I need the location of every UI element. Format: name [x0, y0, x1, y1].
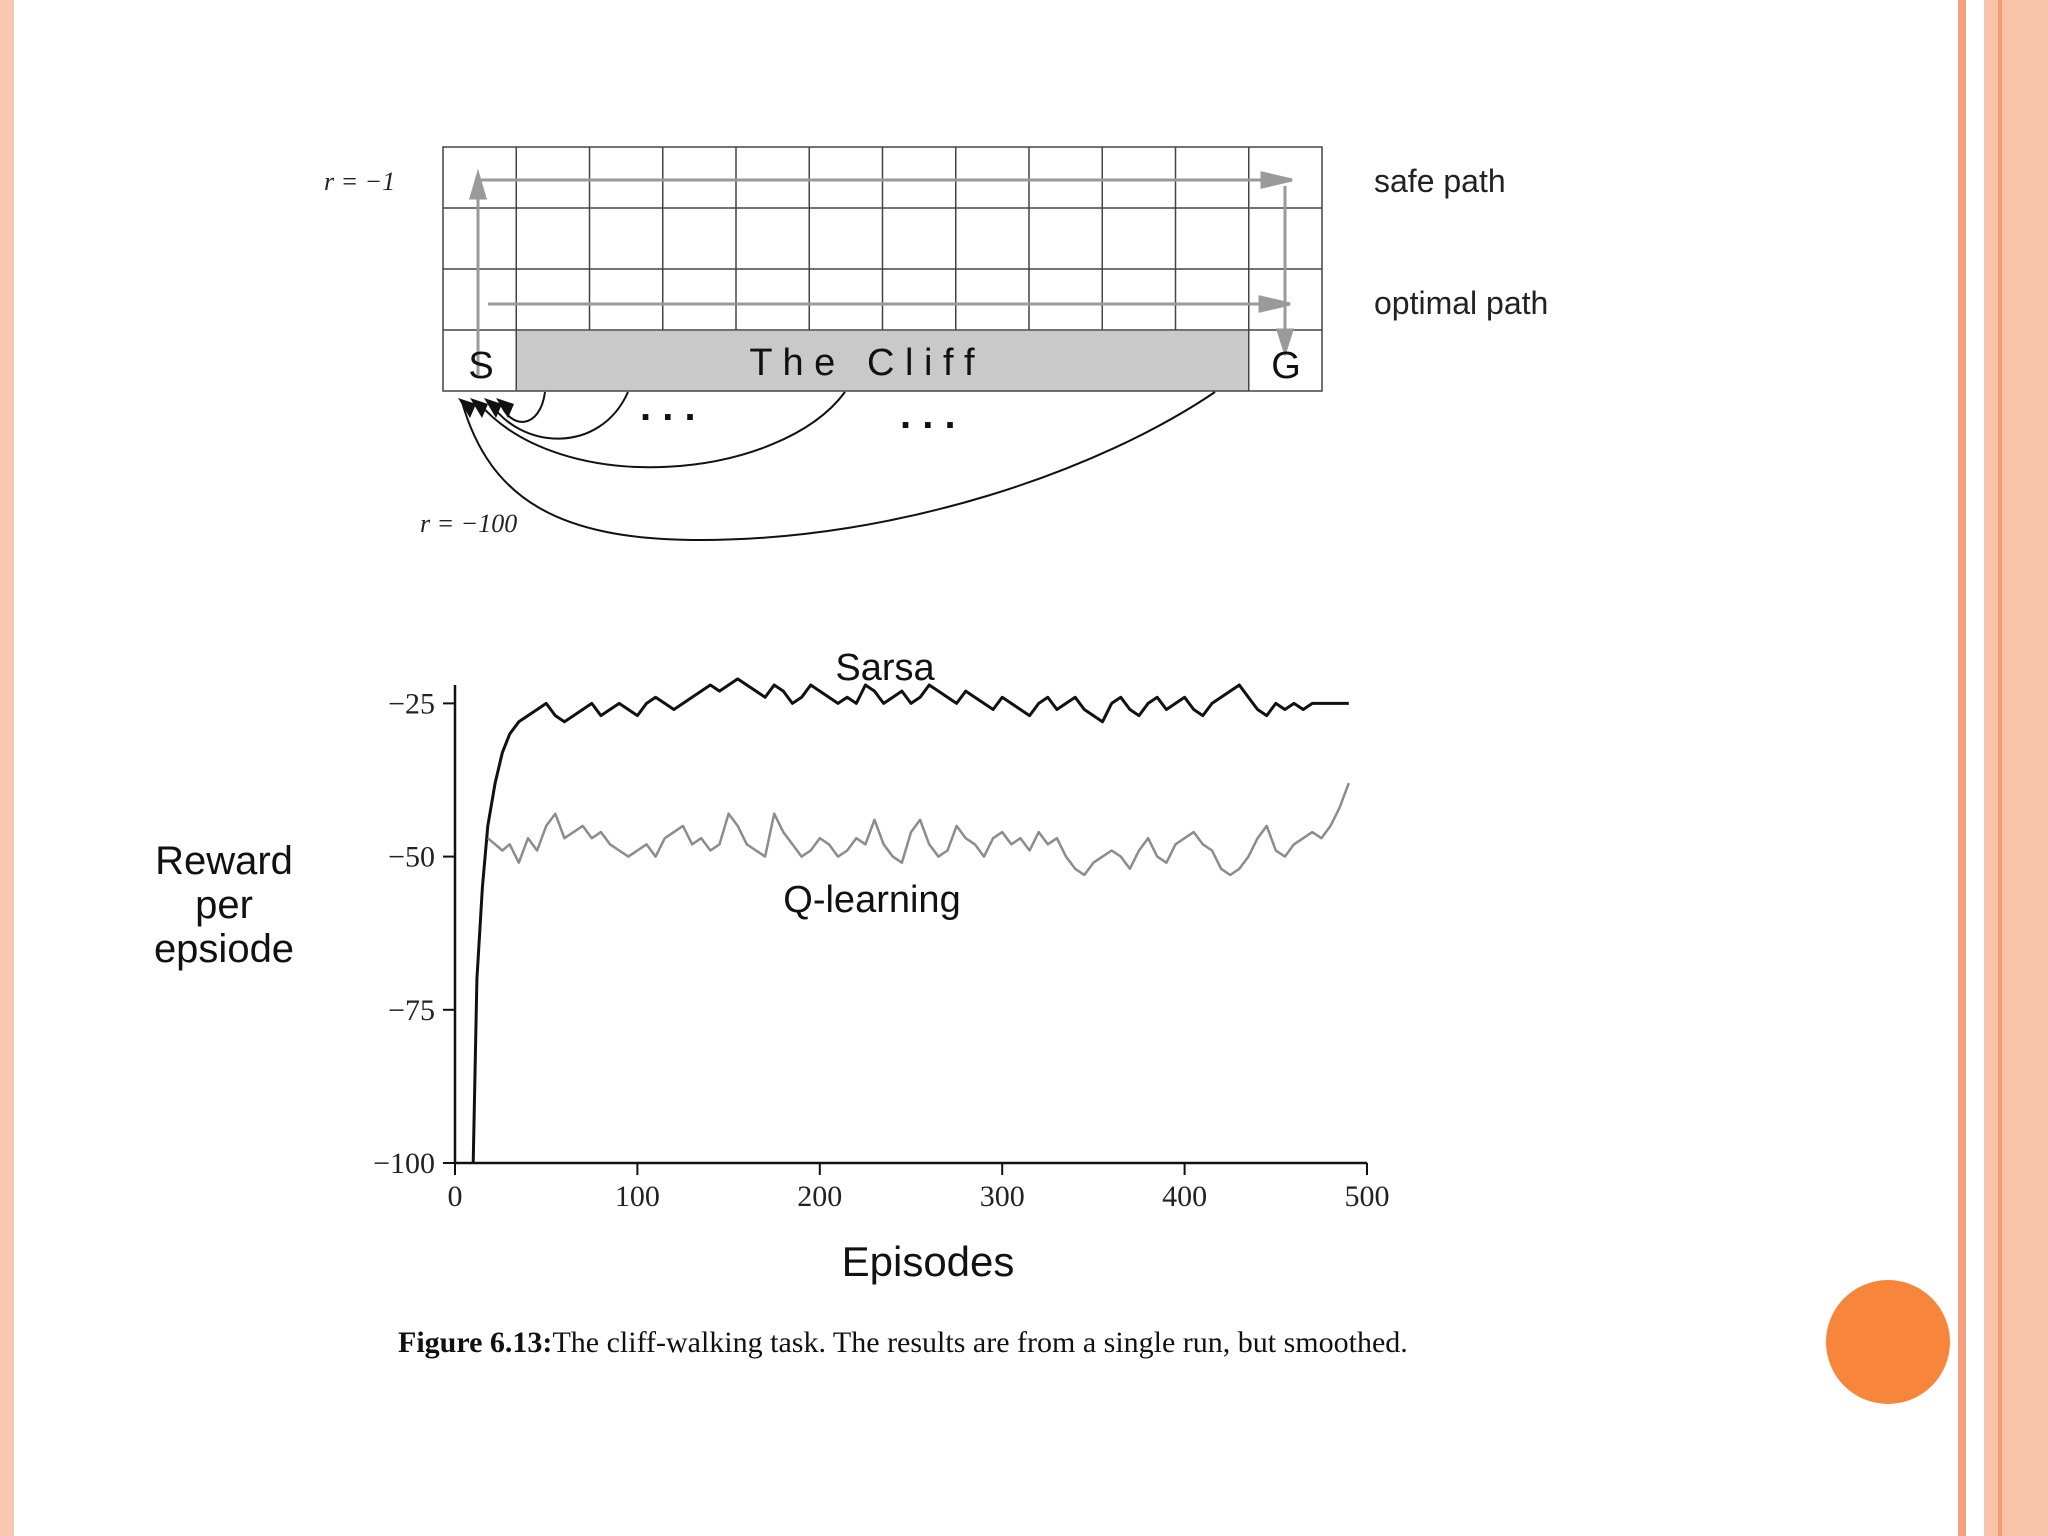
x-axis-title: Episodes — [842, 1238, 1015, 1285]
x-tick-label: 500 — [1345, 1180, 1390, 1213]
x-tick-label: 300 — [980, 1180, 1025, 1213]
safe-path-arrows — [469, 168, 1295, 375]
right-border-stripe — [1958, 0, 1966, 1536]
cliff-fall-arcs — [461, 391, 1216, 542]
arrowheads-start — [458, 398, 514, 418]
right-border-band — [1984, 0, 2048, 1536]
cliff-region — [517, 331, 1249, 391]
chart-axes: −25 −50 −75 −100 0 100 200 300 400 500 — [373, 685, 1390, 1213]
caption-label: Figure 6.13: — [398, 1326, 553, 1359]
optimal-path-label: optimal path — [1374, 285, 1548, 321]
series-label-sarsa: Sarsa — [835, 647, 935, 689]
series-label-q-learning: Q-learning — [783, 879, 960, 921]
x-tick-label: 100 — [615, 1180, 660, 1213]
x-tick-label: 0 — [448, 1180, 463, 1213]
r-step-label: r = −1 — [324, 167, 395, 196]
r-cliff-label: r = −100 — [420, 509, 517, 538]
series-line-q-learning — [486, 782, 1350, 877]
optimal-path-arrow — [488, 295, 1291, 313]
start-label: S — [468, 345, 493, 387]
dots-left: . . . — [640, 385, 696, 429]
caption-text: The cliff-walking task. The results are … — [552, 1326, 1408, 1359]
cliff-label: T h e C l i f f — [749, 342, 975, 384]
x-tick-label: 200 — [797, 1180, 842, 1213]
y-axis-title: Reward per epsiode — [154, 839, 294, 971]
right-border-line — [1998, 0, 2002, 1536]
y-axis-title-line-3: epsiode — [154, 927, 294, 971]
chart-series — [471, 677, 1350, 1164]
y-tick-label: −25 — [388, 687, 435, 720]
y-tick-label: −100 — [373, 1147, 435, 1180]
dots-right: . . . — [900, 393, 956, 437]
y-axis-title-line-2: per — [195, 883, 253, 927]
x-tick-label: 400 — [1162, 1180, 1207, 1213]
reward-chart: −25 −50 −75 −100 0 100 200 300 400 500 Sarsa Q-le… — [154, 647, 1390, 1285]
right-border-gap — [1966, 0, 1984, 1536]
decorative-orange-circle — [1826, 1280, 1950, 1404]
figure-caption: Figure 6.13:The cliff-walking task. The … — [398, 1326, 1798, 1360]
cliff-gridworld: r = −1 r = −100 S G T h e C l i f f safe… — [324, 146, 1548, 542]
y-axis-title-line-1: Reward — [155, 839, 293, 883]
grid-lines — [442, 146, 1323, 392]
left-border-stripe — [0, 0, 14, 1536]
goal-label: G — [1271, 345, 1301, 387]
y-tick-label: −50 — [388, 841, 435, 874]
y-tick-label: −75 — [388, 994, 435, 1027]
series-line-sarsa — [471, 677, 1349, 1164]
safe-path-label: safe path — [1374, 163, 1506, 199]
